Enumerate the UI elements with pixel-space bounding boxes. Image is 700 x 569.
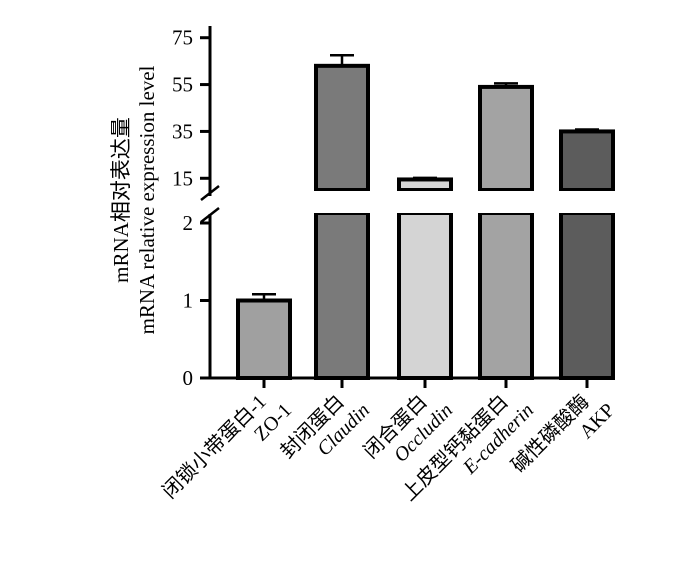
y-axis-label: mRNA相对表达量 mRNA relative expression level xyxy=(109,65,159,334)
y-tick-label: 1 xyxy=(183,289,194,313)
y-tick-label: 35 xyxy=(172,119,193,143)
y-tick-label: 75 xyxy=(172,26,193,50)
category-label: 闭锁小带蛋白-1ZO-1 xyxy=(158,390,296,503)
bar xyxy=(236,298,292,380)
y-tick-label: 55 xyxy=(172,73,193,97)
category-label-cn: 闭锁小带蛋白-1 xyxy=(158,390,271,503)
bar xyxy=(478,211,534,380)
bar xyxy=(559,129,615,193)
bar xyxy=(478,84,534,192)
y-axis-label-line: mRNA相对表达量 xyxy=(109,117,133,283)
y-tick-label: 2 xyxy=(183,211,194,235)
category-labels: 闭锁小带蛋白-1ZO-1封闭蛋白Claudin闭合蛋白Occludin上皮型钙黏… xyxy=(158,390,619,505)
bar-break-gap xyxy=(557,191,617,211)
y-tick-label: 0 xyxy=(183,366,194,390)
y-tick-label: 15 xyxy=(172,166,193,190)
bar xyxy=(397,177,453,192)
axis-break-mark xyxy=(200,207,220,223)
bar-break-gap xyxy=(395,191,455,211)
bar xyxy=(314,211,370,380)
tick-labels: 0 1 2 15 35 55 75 xyxy=(172,26,193,390)
bar-break-gap xyxy=(312,191,372,211)
error-bars xyxy=(252,54,599,301)
bar-break-gap xyxy=(476,191,536,211)
axis-break-mark xyxy=(200,185,220,201)
bar xyxy=(559,211,615,380)
bars xyxy=(236,63,617,380)
bar xyxy=(397,211,453,380)
y-axis-label-line: mRNA relative expression level xyxy=(135,65,159,334)
bar xyxy=(314,63,370,192)
